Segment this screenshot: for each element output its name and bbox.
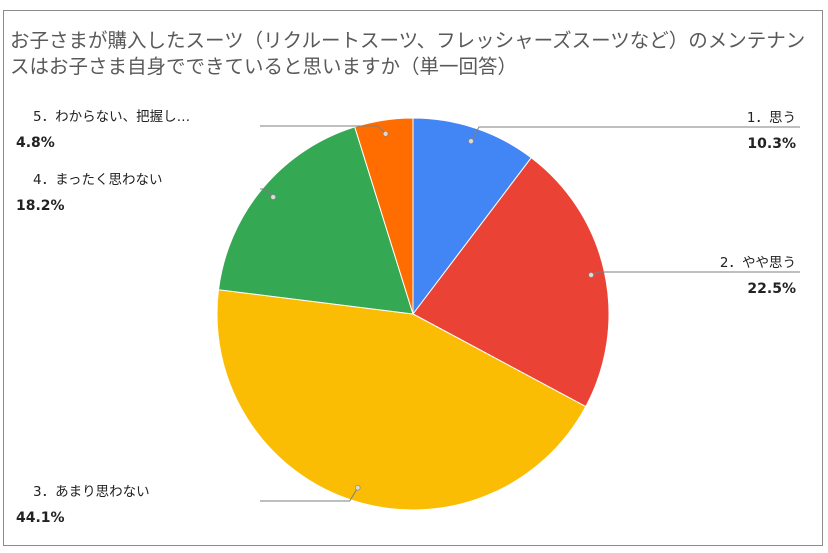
slice-label-3: 3．あまり思わない — [33, 484, 150, 500]
slice-value-1: 10.3% — [747, 136, 796, 152]
leader-dot-5 — [382, 131, 389, 137]
leader-dot-1 — [468, 138, 474, 144]
pie-slice-3 — [216, 289, 587, 511]
leader-line-5 — [260, 125, 386, 135]
leader-dot-4 — [270, 194, 277, 200]
chart-title: お子さまが購入したスーツ（リクルートスーツ、フレッシャーズスーツなど）のメンテナ… — [10, 29, 806, 78]
pie-slice-4 — [217, 126, 414, 315]
pie-slice-1 — [412, 117, 532, 316]
pie-slices — [216, 117, 610, 511]
leader-line-4 — [260, 188, 274, 198]
slice-value-4: 18.2% — [16, 198, 65, 214]
pie-slice-5 — [354, 117, 414, 315]
slice-value-2: 22.5% — [747, 281, 796, 297]
leader-dot-3 — [354, 484, 361, 491]
slice-label-4: 4．まったく思わない — [33, 172, 163, 188]
slice-value-3: 44.1% — [16, 510, 65, 526]
leader-line-1 — [470, 126, 800, 142]
leader-lines — [260, 125, 800, 502]
slice-label-5: 5．わからない、把握し… — [33, 109, 190, 125]
leader-dot-2 — [588, 272, 594, 278]
slice-value-5: 4.8% — [16, 135, 55, 151]
slice-label-1: 1．思う — [747, 110, 796, 126]
slice-labels: 1．思う 10.3% 2．やや思う 22.5% 3．あまり思わない 44.1% 4．まったく… — [16, 109, 796, 526]
leader-line-3 — [260, 487, 359, 502]
leader-line-2 — [590, 271, 800, 276]
slice-label-2: 2．やや思う — [720, 255, 796, 271]
